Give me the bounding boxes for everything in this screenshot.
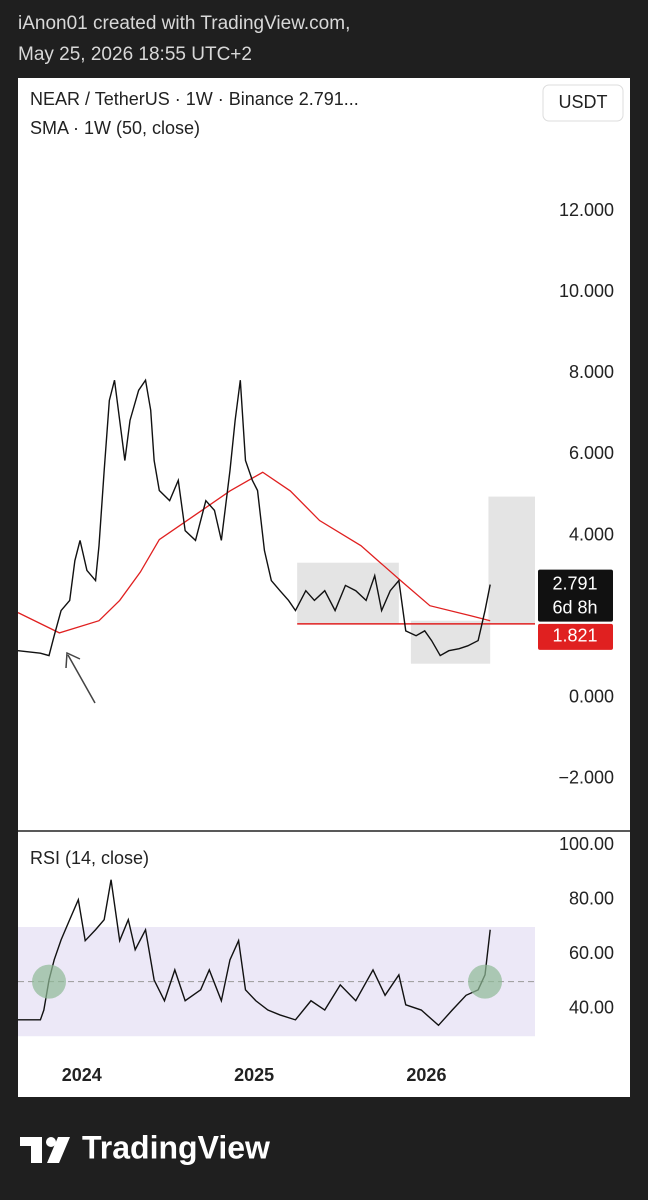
plot-area — [18, 378, 535, 664]
x-tick-label: 2024 — [62, 1065, 102, 1085]
series-line — [18, 378, 491, 657]
legend-entry: SMA · 1W (50, close) — [30, 118, 200, 138]
price-label-box — [538, 569, 613, 622]
y-tick-label: 0.000 — [569, 687, 614, 707]
brand: TradingView — [82, 1129, 270, 1165]
y-tick-label: 12.000 — [559, 200, 614, 220]
x-tick-label: 2025 — [234, 1065, 274, 1085]
y-tick-label: 100.00 — [559, 834, 614, 854]
rsi-band — [18, 927, 535, 1037]
countdown: 6d 8h — [552, 597, 597, 617]
y-tick-label: 80.00 — [569, 888, 614, 908]
y-tick-label: 60.00 — [569, 943, 614, 963]
header-line: May 25, 2026 18:55 UTC+2 — [18, 44, 252, 65]
logo — [20, 1137, 70, 1163]
y-tick-label: 8.000 — [569, 362, 614, 382]
y-tick-label: 6.000 — [569, 443, 614, 463]
x-tick-label: 2026 — [406, 1065, 446, 1085]
series-line — [18, 879, 491, 1027]
y-tick-label: 4.000 — [569, 524, 614, 544]
y-tick-label: 40.00 — [569, 998, 614, 1018]
last-price: 2.791 — [552, 573, 597, 593]
currency-label: USDT — [559, 92, 608, 112]
hline-label: 1.821 — [552, 626, 597, 646]
header-line: iAnon01 created with TradingView.com, — [18, 13, 350, 34]
legend-entry: RSI (14, close) — [30, 848, 149, 868]
legend-entry: NEAR / TetherUS · 1W · Binance 2.791... — [30, 89, 359, 109]
series-line — [18, 471, 491, 634]
zone — [297, 562, 399, 624]
zone — [488, 496, 535, 624]
y-tick-label: 10.000 — [559, 281, 614, 301]
annotation-arrow — [65, 651, 96, 704]
currency-button — [542, 84, 624, 122]
highlight-circle — [468, 964, 503, 999]
plot-area — [18, 879, 535, 1037]
y-tick-label: −2.000 — [558, 768, 614, 788]
zone — [410, 620, 491, 664]
highlight-circle — [32, 964, 67, 999]
hline-label-box — [538, 623, 613, 650]
